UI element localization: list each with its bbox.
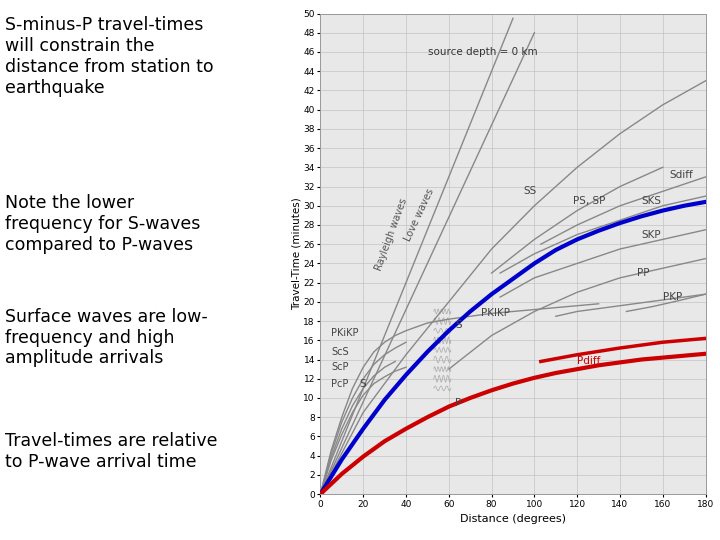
Text: ScP: ScP [331,362,348,372]
Text: Travel-times are relative
to P-wave arrival time: Travel-times are relative to P-wave arri… [5,432,217,471]
Text: Note the lower
frequency for S-waves
compared to P-waves: Note the lower frequency for S-waves com… [5,194,200,254]
Text: Pdiff: Pdiff [577,356,600,367]
Text: PP: PP [637,268,649,278]
Text: PcP: PcP [331,379,348,389]
Text: ScS: ScS [331,347,348,357]
Text: Surface waves are low-
frequency and high
amplitude arrivals: Surface waves are low- frequency and hig… [5,308,207,367]
Text: PS, SP: PS, SP [573,196,606,206]
Text: PKIKP: PKIKP [481,308,510,319]
Text: Rayleigh waves: Rayleigh waves [373,197,409,272]
Text: source depth = 0 km: source depth = 0 km [428,47,538,57]
Y-axis label: Travel-Time (minutes): Travel-Time (minutes) [292,198,302,310]
X-axis label: Distance (degrees): Distance (degrees) [460,514,566,524]
Text: S: S [359,379,366,389]
Text: PKiKP: PKiKP [331,328,359,338]
Text: S-minus-P travel-times
will constrain the
distance from station to
earthquake: S-minus-P travel-times will constrain th… [5,16,213,97]
Text: SKS: SKS [642,196,662,206]
Text: PKP: PKP [663,292,682,302]
Text: Sdiff: Sdiff [669,170,693,180]
Text: Love waves: Love waves [402,187,436,244]
Text: S: S [455,320,462,330]
Text: SKP: SKP [642,230,661,240]
Text: P: P [455,398,462,408]
Text: SS: SS [523,186,537,197]
